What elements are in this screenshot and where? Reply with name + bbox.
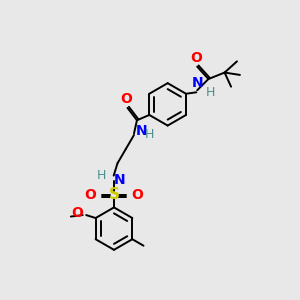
Text: O: O — [120, 92, 132, 106]
Text: N: N — [191, 76, 203, 90]
Text: S: S — [109, 187, 119, 202]
Text: N: N — [136, 124, 147, 138]
Text: O: O — [84, 188, 96, 202]
Text: N: N — [114, 173, 126, 187]
Text: O: O — [132, 188, 143, 202]
Text: O: O — [190, 51, 202, 65]
Text: O: O — [71, 206, 83, 220]
Text: H: H — [206, 86, 215, 99]
Text: H: H — [145, 128, 154, 142]
Text: H: H — [96, 169, 106, 182]
